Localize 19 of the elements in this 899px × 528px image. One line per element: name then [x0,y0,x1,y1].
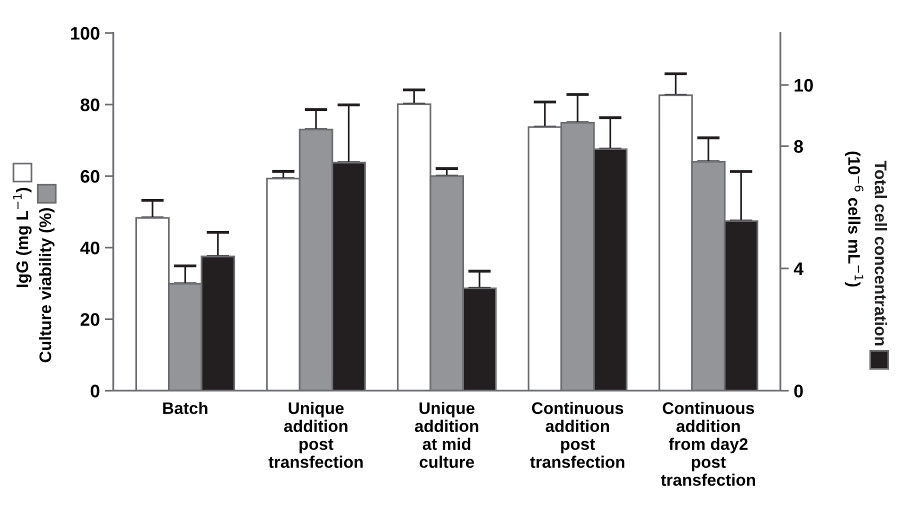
legend-label: Culture viability (%) [38,208,55,362]
y2-tick-label: 8 [794,140,804,153]
text: Total cell concentration [874,160,887,346]
y2-tick-label: 0 [794,384,803,398]
y-tick-label: 40 [80,242,100,254]
x-tick-label: Continuous addition from day2 post transfection [660,402,756,486]
x-tick-label: Continuous addition post transfection [530,402,624,468]
x-tick-label: Unique addition at mid culture [414,402,478,468]
x-tick-label: Unique addition post transfection [268,402,363,468]
x-tick-label: Batch [163,402,208,414]
y-tick-label: 0 [90,384,100,398]
y2-tick-label: 10 [794,78,813,92]
y-tick-label: 80 [80,98,100,112]
y-tick-label: 60 [80,170,100,183]
y2-axis-title: (10$^{−6}$ cells mL$^{−1}$) [844,152,864,287]
y2-tick-label: 4 [794,262,804,275]
y-tick-label: 20 [80,313,100,326]
legend-label: IgG (mg L$^{−1}$) [13,188,32,288]
y-tick-label: 100 [71,26,100,40]
